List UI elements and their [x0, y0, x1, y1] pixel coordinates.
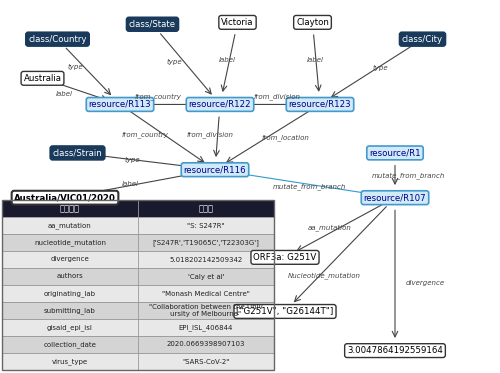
Text: resource/R122: resource/R122 — [188, 100, 252, 109]
Bar — [2, 319, 274, 336]
Text: resource/R123: resource/R123 — [288, 100, 352, 109]
Text: class/State: class/State — [129, 20, 176, 29]
Text: from_location: from_location — [261, 135, 309, 141]
Bar — [2, 302, 274, 319]
Text: resource/R116: resource/R116 — [184, 165, 246, 174]
Text: EPI_ISL_406844: EPI_ISL_406844 — [179, 324, 233, 331]
Text: ['S247R','T19065C','T22303G']: ['S247R','T19065C','T22303G'] — [152, 239, 260, 246]
Bar — [2, 234, 274, 251]
Text: 'Caly et al': 'Caly et al' — [188, 273, 224, 279]
Text: divergence: divergence — [50, 257, 90, 263]
Text: aa_mutation: aa_mutation — [308, 224, 352, 231]
Text: ["G251V", "G26144T"]: ["G251V", "G26144T"] — [236, 307, 334, 316]
Text: label: label — [122, 181, 138, 186]
Text: resource/R1: resource/R1 — [369, 148, 421, 157]
Text: aa_mutation: aa_mutation — [48, 222, 92, 229]
Text: from_country: from_country — [134, 94, 181, 100]
Text: Victoria: Victoria — [221, 18, 254, 27]
Text: label: label — [56, 91, 72, 97]
Text: authors: authors — [56, 273, 84, 279]
Text: 5.018202142509342: 5.018202142509342 — [170, 257, 242, 263]
Text: from_division: from_division — [186, 132, 234, 138]
Text: 属性值: 属性值 — [198, 204, 214, 213]
Text: virus_type: virus_type — [52, 358, 88, 365]
Text: "S: S247R": "S: S247R" — [187, 223, 225, 229]
Text: mutate_from_branch: mutate_from_branch — [272, 183, 345, 190]
Text: "Monash Medical Centre": "Monash Medical Centre" — [162, 291, 250, 297]
Text: label: label — [306, 57, 324, 63]
Text: divergence: divergence — [406, 280, 444, 286]
Text: "Collaboration between the Univ
ursity of Melbourne": "Collaboration between the Univ ursity o… — [149, 304, 263, 317]
Bar — [2, 200, 274, 370]
Text: type: type — [67, 64, 83, 70]
Bar — [2, 251, 274, 268]
Text: from_country: from_country — [122, 132, 168, 138]
Text: 3.0047864192559164: 3.0047864192559164 — [347, 346, 443, 355]
Text: collection_date: collection_date — [44, 341, 96, 348]
Text: label: label — [219, 57, 236, 63]
Text: type: type — [372, 65, 388, 71]
Text: 属性名称: 属性名称 — [60, 204, 80, 213]
Text: type: type — [166, 59, 182, 65]
Text: type: type — [124, 157, 140, 163]
Text: class/Strain: class/Strain — [52, 148, 102, 157]
Text: 2020.0669398907103: 2020.0669398907103 — [167, 342, 245, 348]
Text: Australia: Australia — [24, 74, 62, 83]
Text: submitting_lab: submitting_lab — [44, 307, 96, 314]
Bar — [2, 336, 274, 353]
Bar — [2, 268, 274, 285]
Text: resource/R107: resource/R107 — [364, 193, 426, 202]
Text: class/Country: class/Country — [28, 35, 87, 44]
Text: ORF3a: G251V: ORF3a: G251V — [254, 253, 316, 262]
Text: mutate_from_branch: mutate_from_branch — [372, 172, 444, 179]
Bar — [2, 285, 274, 302]
Text: Nucleotide_mutation: Nucleotide_mutation — [288, 273, 360, 279]
Bar — [2, 353, 274, 370]
Bar — [2, 200, 274, 217]
Text: originating_lab: originating_lab — [44, 290, 96, 297]
Text: gisaid_epi_isl: gisaid_epi_isl — [47, 324, 93, 331]
Text: "SARS-CoV-2": "SARS-CoV-2" — [182, 358, 230, 364]
Text: Clayton: Clayton — [296, 18, 329, 27]
Text: nucleotide_mutation: nucleotide_mutation — [34, 239, 106, 246]
Text: class/City: class/City — [402, 35, 443, 44]
Text: resource/R113: resource/R113 — [88, 100, 152, 109]
Text: Australia/VIC01/2020: Australia/VIC01/2020 — [14, 193, 116, 202]
Text: from_division: from_division — [254, 94, 301, 100]
Bar — [2, 217, 274, 234]
